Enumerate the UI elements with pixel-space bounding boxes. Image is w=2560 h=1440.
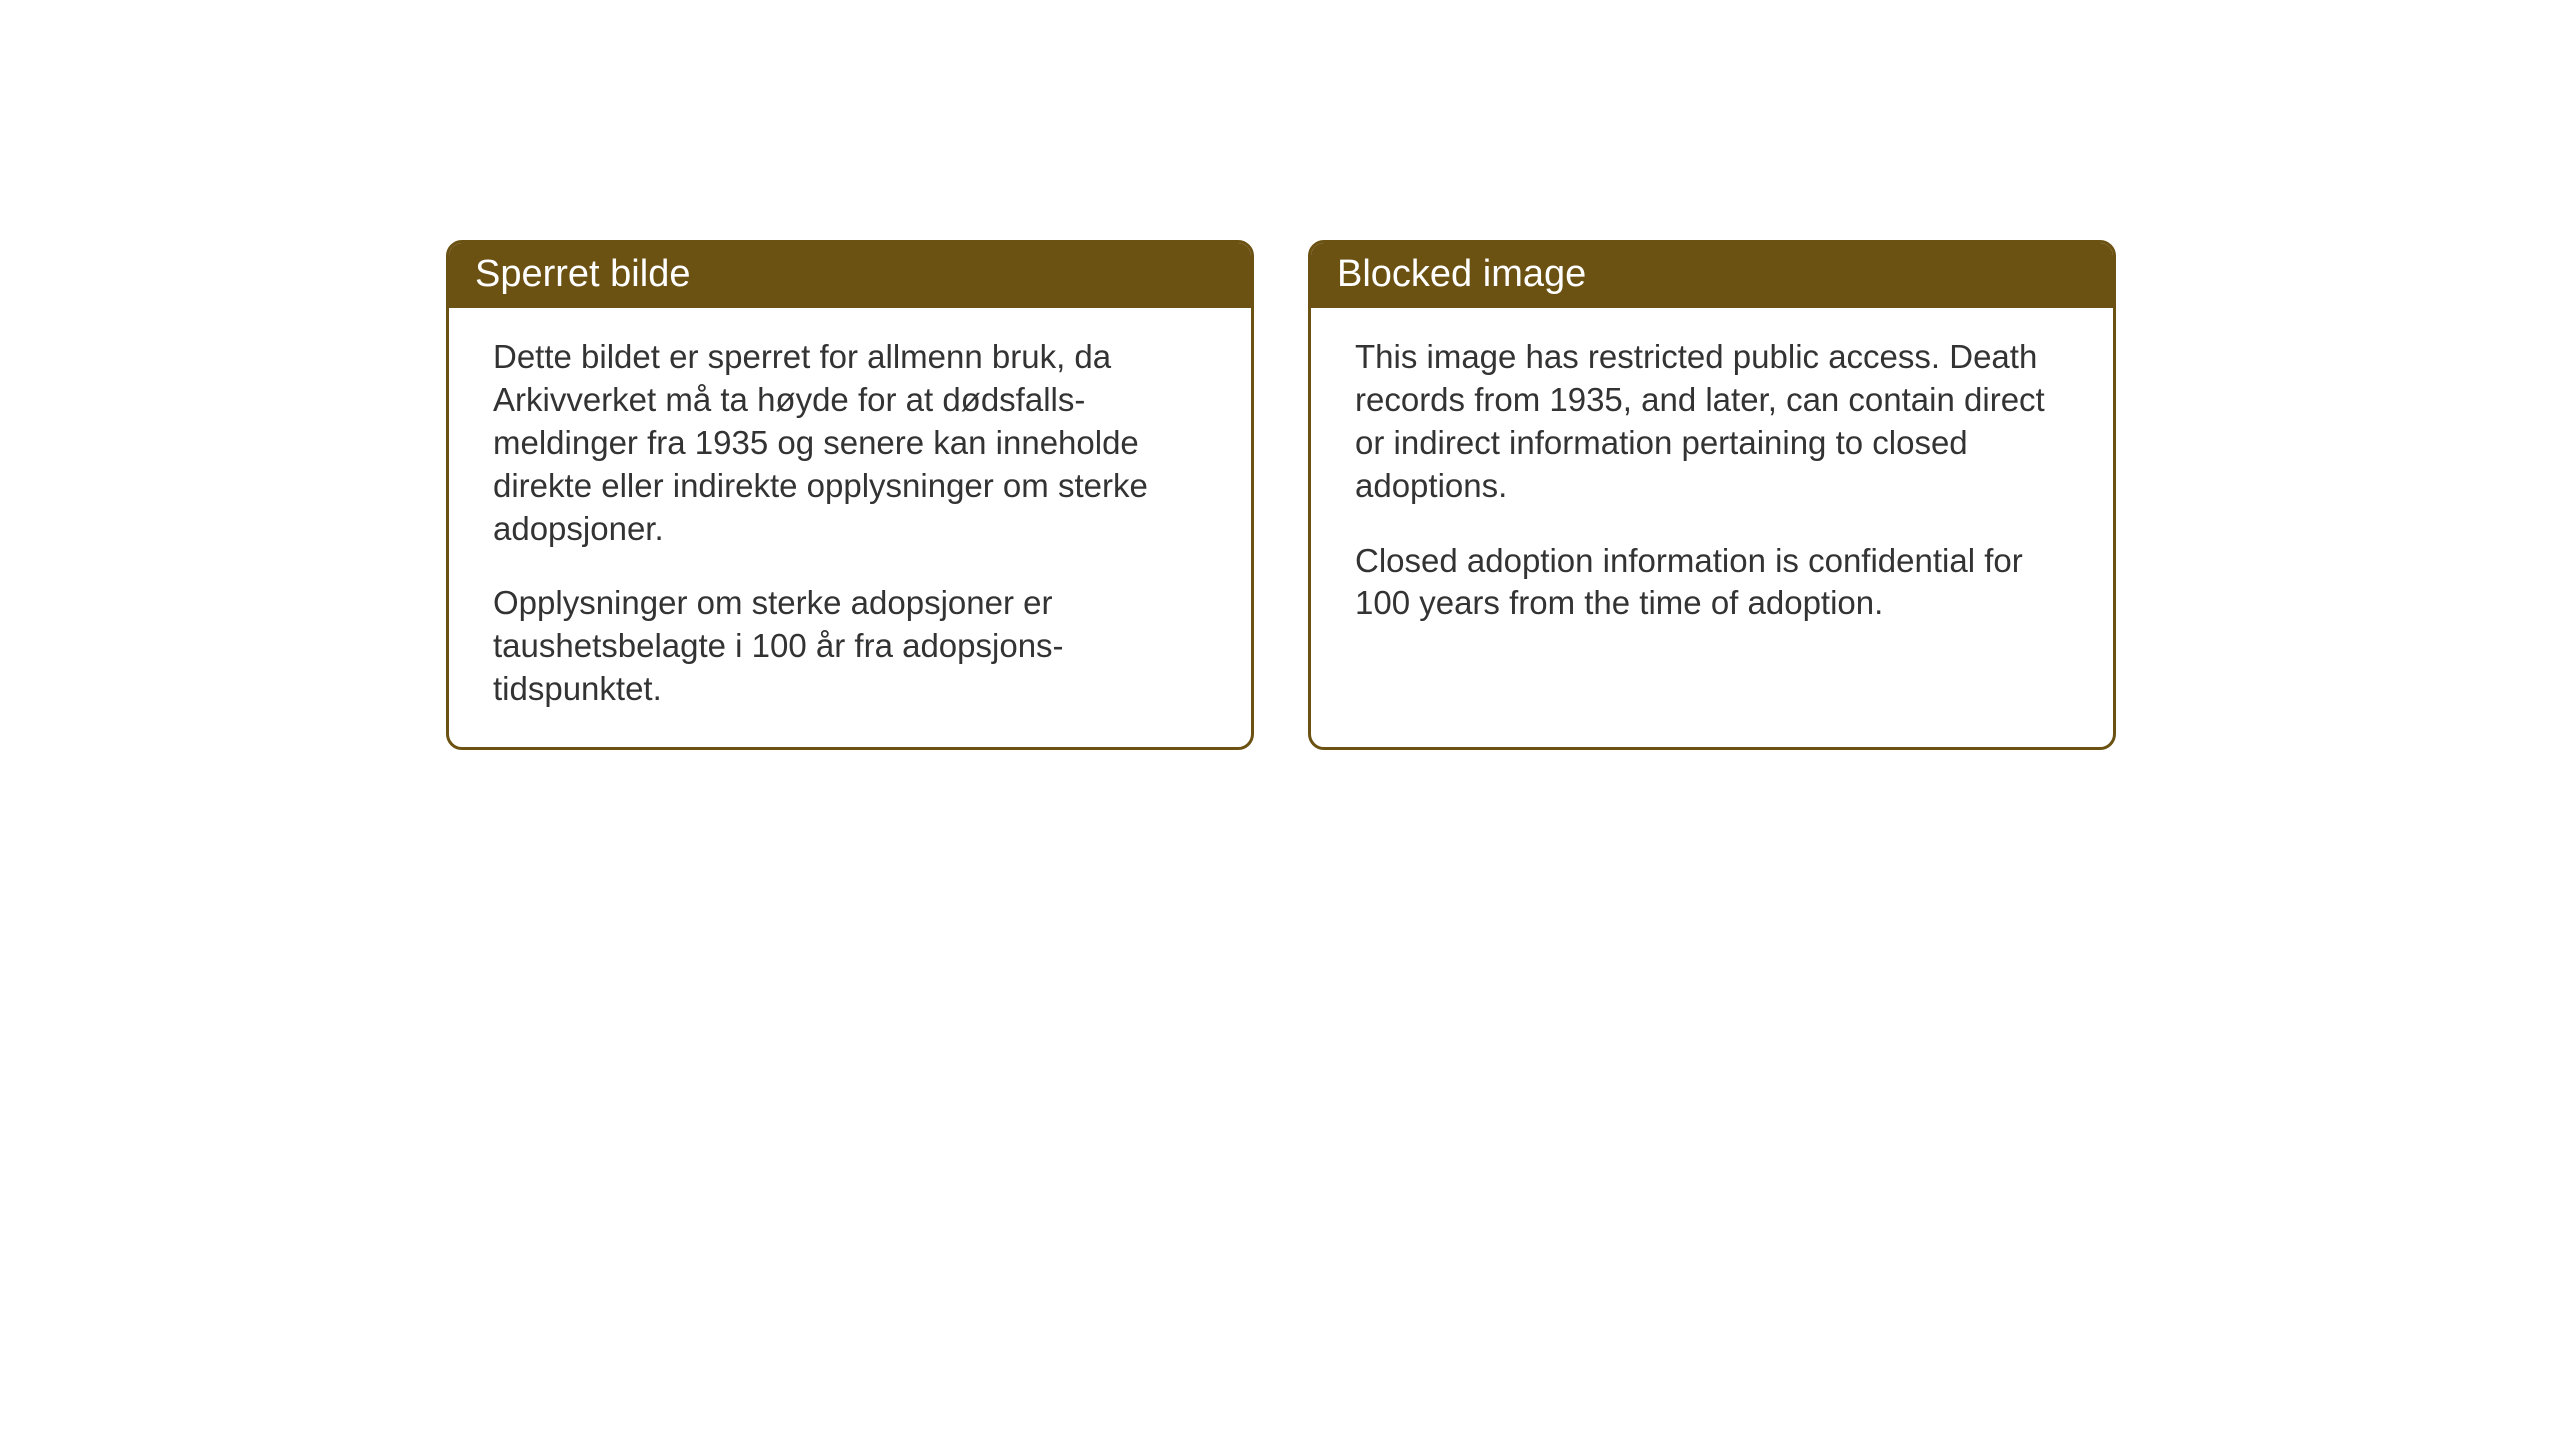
notice-card-norwegian: Sperret bilde Dette bildet er sperret fo… xyxy=(446,240,1254,750)
card-paragraph-2: Closed adoption information is confident… xyxy=(1355,540,2069,626)
card-header-norwegian: Sperret bilde xyxy=(449,243,1251,308)
card-body-norwegian: Dette bildet er sperret for allmenn bruk… xyxy=(449,308,1251,747)
card-paragraph-1: This image has restricted public access.… xyxy=(1355,336,2069,508)
card-header-english: Blocked image xyxy=(1311,243,2113,308)
notice-card-english: Blocked image This image has restricted … xyxy=(1308,240,2116,750)
card-body-english: This image has restricted public access.… xyxy=(1311,308,2113,717)
notice-container: Sperret bilde Dette bildet er sperret fo… xyxy=(446,240,2116,750)
card-title: Blocked image xyxy=(1337,253,1586,295)
card-title: Sperret bilde xyxy=(475,253,690,295)
card-paragraph-1: Dette bildet er sperret for allmenn bruk… xyxy=(493,336,1207,550)
card-paragraph-2: Opplysninger om sterke adopsjoner er tau… xyxy=(493,582,1207,711)
